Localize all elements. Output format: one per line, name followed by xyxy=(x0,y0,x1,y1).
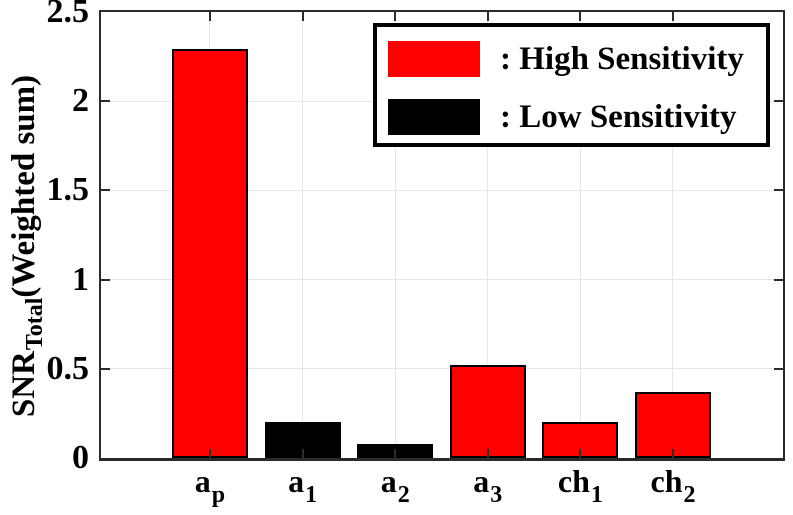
legend-entry-low-sensitivity: : Low Sensitivity xyxy=(388,99,766,135)
gridline-x-ch_1 xyxy=(579,12,581,458)
x-tick-label-a_1: a1 xyxy=(233,463,373,508)
gridline-y-1 xyxy=(101,279,783,281)
y-axis-label-subscript: Total xyxy=(22,297,48,351)
gridline-x-ch_2 xyxy=(672,12,674,458)
legend-swatch-high-sensitivity xyxy=(388,41,480,77)
x-tick-label-subscript: 1 xyxy=(590,482,603,508)
x-tick-label-base: a xyxy=(473,463,490,499)
gridline-x-a_2 xyxy=(394,12,396,458)
gridline-y-0.5 xyxy=(101,368,783,370)
x-tick-label-subscript: 3 xyxy=(490,482,503,508)
x-tick-bottom-a_3 xyxy=(486,449,489,458)
legend-swatch-low-sensitivity xyxy=(388,99,480,135)
y-tick-right-1 xyxy=(774,278,783,281)
y-tick-left-0.5 xyxy=(101,367,110,370)
x-tick-label-subscript: p xyxy=(211,482,226,508)
y-tick-left-2 xyxy=(101,100,110,103)
legend-label-low-sensitivity: : Low Sensitivity xyxy=(500,99,737,135)
x-tick-bottom-a_p xyxy=(208,449,211,458)
x-tick-top-a_p xyxy=(208,12,211,21)
x-tick-top-ch_1 xyxy=(579,12,582,21)
x-tick-bottom-ch_1 xyxy=(579,449,582,458)
plot-inner xyxy=(101,12,783,458)
x-tick-label-base: a xyxy=(380,463,397,499)
x-tick-top-a_2 xyxy=(394,12,397,21)
y-tick-label-0: 0 xyxy=(72,439,89,476)
y-tick-label-1.5: 1.5 xyxy=(46,171,90,209)
x-tick-label-base: a xyxy=(288,463,305,499)
y-tick-label-2: 2 xyxy=(72,82,89,120)
y-tick-left-1.5 xyxy=(101,189,110,192)
legend-entry-high-sensitivity: : High Sensitivity xyxy=(388,41,766,77)
legend-box: : High Sensitivity : Low Sensitivity xyxy=(373,23,770,147)
x-tick-bottom-ch_2 xyxy=(671,449,674,458)
x-tick-label-subscript: 1 xyxy=(305,482,318,508)
bar-a_3 xyxy=(449,365,526,458)
x-tick-label-a_3: a3 xyxy=(418,463,558,508)
x-tick-label-ch_2: ch2 xyxy=(603,463,743,508)
x-tick-label-a_p: ap xyxy=(140,463,280,508)
y-tick-right-0.5 xyxy=(774,367,783,370)
bar-a_p xyxy=(171,49,248,458)
x-tick-top-a_3 xyxy=(486,12,489,21)
x-tick-label-base: a xyxy=(194,463,211,499)
legend-label-high-sensitivity: : High Sensitivity xyxy=(500,41,744,77)
y-tick-label-2.5: 2.5 xyxy=(46,0,90,30)
x-tick-top-a_1 xyxy=(301,12,304,21)
y-tick-label-0.5: 0.5 xyxy=(46,349,90,387)
x-tick-bottom-a_1 xyxy=(301,449,304,458)
y-tick-left-1 xyxy=(101,278,110,281)
x-tick-label-subscript: 2 xyxy=(683,482,696,508)
y-tick-right-2 xyxy=(774,100,783,103)
x-tick-label-base: ch xyxy=(557,463,590,499)
x-tick-label-subscript: 2 xyxy=(397,482,410,508)
gridline-x-a_1 xyxy=(302,12,304,458)
x-tick-label-a_2: a2 xyxy=(325,463,465,508)
gridline-y-1.5 xyxy=(101,189,783,191)
gridline-x-a_3 xyxy=(487,12,489,458)
y-tick-right-1.5 xyxy=(774,189,783,192)
x-tick-label-ch_1: ch1 xyxy=(510,463,650,508)
x-tick-bottom-a_2 xyxy=(394,449,397,458)
x-tick-top-ch_2 xyxy=(671,12,674,21)
x-tick-label-base: ch xyxy=(650,463,683,499)
y-tick-label-1: 1 xyxy=(72,260,89,298)
